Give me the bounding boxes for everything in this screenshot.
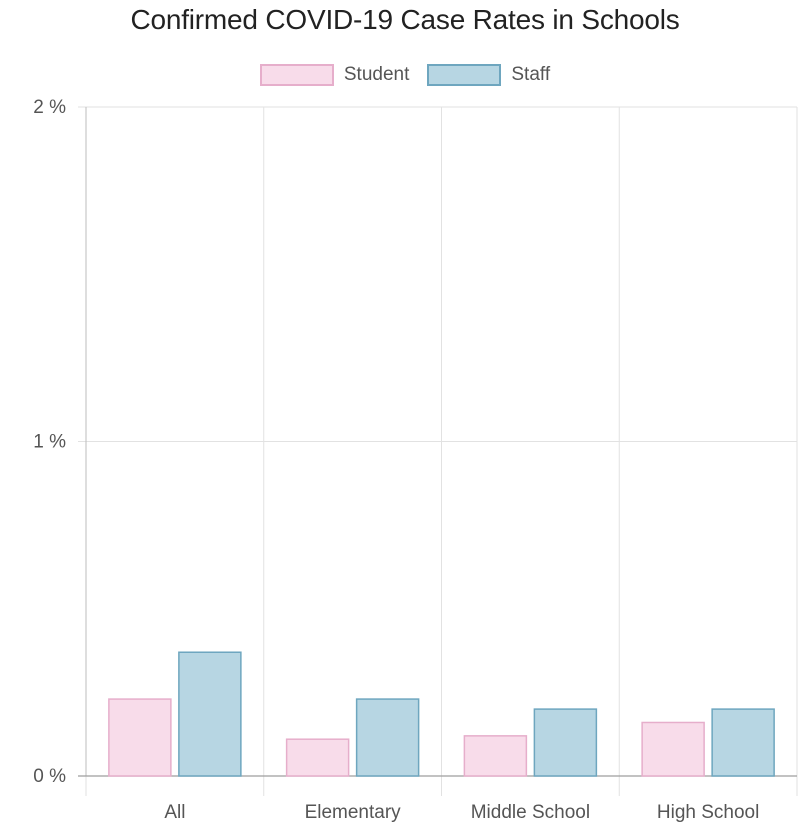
y-tick-label: 1 %	[33, 432, 66, 453]
legend: Student Staff	[0, 64, 810, 86]
bar-staff[interactable]	[533, 708, 598, 777]
x-tick-label: High School	[657, 802, 759, 823]
bar-student[interactable]	[285, 738, 350, 777]
y-tick-label: 0 %	[33, 766, 66, 787]
bar-student[interactable]	[641, 721, 705, 777]
legend-item-staff[interactable]: Staff	[427, 64, 550, 86]
bar-staff[interactable]	[355, 698, 420, 777]
x-tick-label: All	[164, 802, 185, 823]
legend-item-student[interactable]: Student	[259, 64, 410, 86]
y-tick-label: 2 %	[33, 97, 66, 118]
legend-swatch-student	[259, 64, 334, 86]
chart-title: Confirmed COVID-19 Case Rates in Schools	[130, 4, 680, 35]
legend-swatch-staff	[427, 64, 502, 86]
legend-label-staff: Staff	[511, 64, 551, 85]
bar-staff[interactable]	[711, 708, 775, 777]
legend-label-student: Student	[343, 64, 410, 85]
bar-student[interactable]	[108, 698, 172, 777]
bar-staff[interactable]	[178, 651, 242, 777]
x-tick-label: Middle School	[471, 802, 590, 823]
x-tick-label: Elementary	[305, 802, 402, 823]
bar-student[interactable]	[463, 735, 528, 777]
